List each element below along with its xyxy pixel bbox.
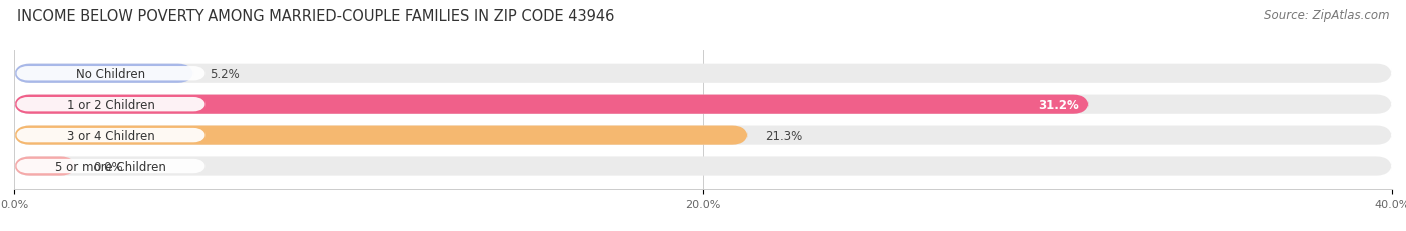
Text: 21.3%: 21.3% xyxy=(765,129,803,142)
FancyBboxPatch shape xyxy=(14,157,76,176)
Text: 0.0%: 0.0% xyxy=(93,160,122,173)
Text: 1 or 2 Children: 1 or 2 Children xyxy=(66,98,155,111)
Text: Source: ZipAtlas.com: Source: ZipAtlas.com xyxy=(1264,9,1389,22)
Text: 5 or more Children: 5 or more Children xyxy=(55,160,166,173)
FancyBboxPatch shape xyxy=(15,159,205,173)
FancyBboxPatch shape xyxy=(14,95,1088,114)
FancyBboxPatch shape xyxy=(15,97,205,112)
FancyBboxPatch shape xyxy=(14,126,748,145)
FancyBboxPatch shape xyxy=(15,128,205,143)
FancyBboxPatch shape xyxy=(15,67,205,81)
FancyBboxPatch shape xyxy=(14,157,1392,176)
FancyBboxPatch shape xyxy=(14,64,193,83)
FancyBboxPatch shape xyxy=(14,126,1392,145)
Text: No Children: No Children xyxy=(76,67,145,80)
Text: 3 or 4 Children: 3 or 4 Children xyxy=(66,129,155,142)
Text: 31.2%: 31.2% xyxy=(1038,98,1078,111)
Text: 5.2%: 5.2% xyxy=(211,67,240,80)
FancyBboxPatch shape xyxy=(14,64,1392,83)
Text: INCOME BELOW POVERTY AMONG MARRIED-COUPLE FAMILIES IN ZIP CODE 43946: INCOME BELOW POVERTY AMONG MARRIED-COUPL… xyxy=(17,9,614,24)
FancyBboxPatch shape xyxy=(14,95,1392,114)
